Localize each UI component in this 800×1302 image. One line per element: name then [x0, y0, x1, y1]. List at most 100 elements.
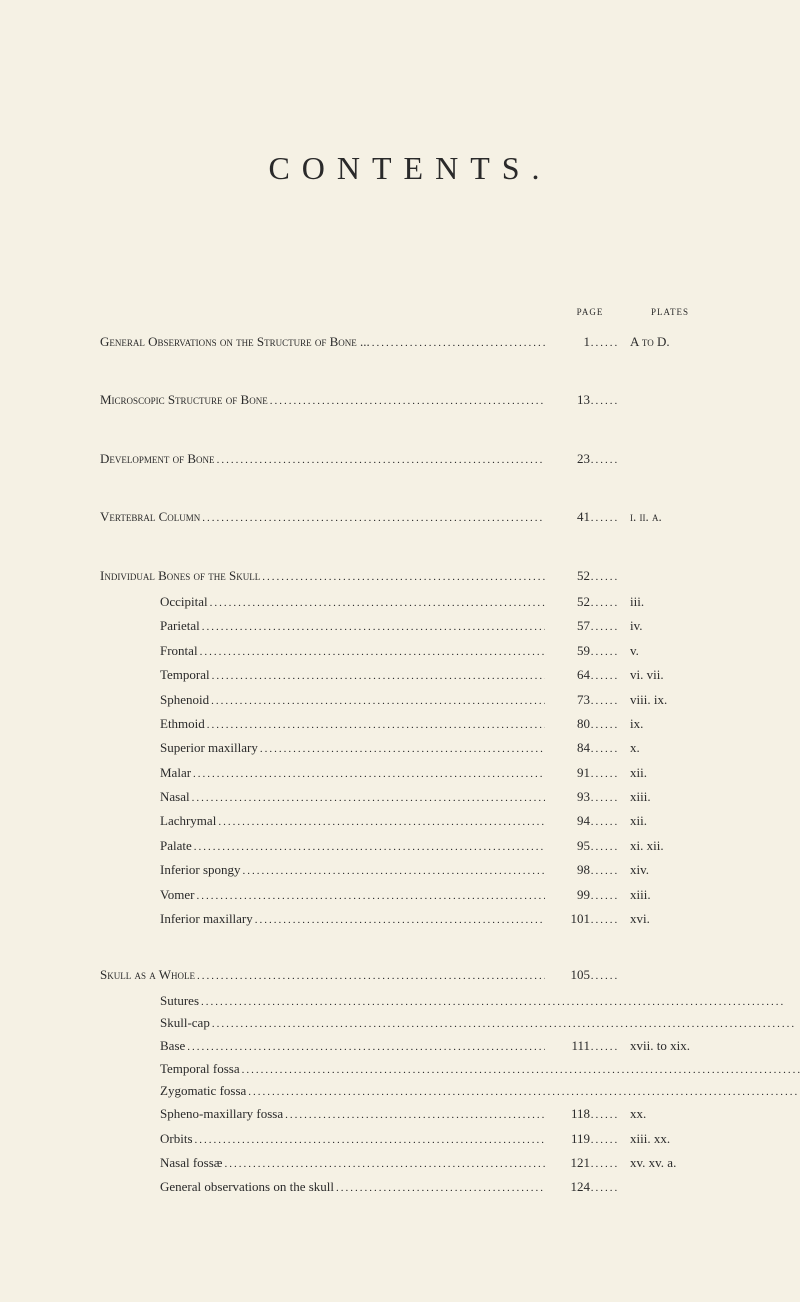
entry-plates: i. ii. a.: [620, 508, 720, 526]
dot-leader: [194, 889, 545, 904]
dot-leader: [205, 718, 545, 733]
dot-leader: [216, 815, 545, 830]
entry-label: Skull as a Whole: [100, 966, 195, 984]
dot-leader: [198, 645, 545, 660]
toc-entry: Vomer99xiii.: [100, 886, 720, 904]
toc-entry: Nasal fossæ121xv. xv. a.: [100, 1154, 720, 1172]
dot-leader: [268, 394, 545, 409]
dot-leader: [590, 889, 620, 904]
dot-leader: [283, 1108, 545, 1123]
entry-plates: xi. xii.: [620, 837, 720, 855]
entry-page: 121: [545, 1154, 590, 1172]
entry-page: 99: [545, 886, 590, 904]
dot-leader: [258, 742, 545, 757]
entry-plates: x.: [620, 739, 720, 757]
dot-leader: [209, 694, 545, 709]
dot-leader: [590, 913, 620, 928]
dot-leader: [195, 969, 545, 984]
entry-label: Development of Bone: [100, 450, 215, 468]
toc-entry: Development of Bone23: [100, 450, 720, 468]
dot-leader: [590, 840, 620, 855]
toc-entry: Palate95xi. xii.: [100, 837, 720, 855]
toc-entry: Individual Bones of the Skull52: [100, 567, 720, 585]
dot-leader: [253, 913, 545, 928]
dot-leader: [590, 620, 620, 635]
dot-leader: [590, 694, 620, 709]
entry-label: Temporal fossa: [160, 1061, 240, 1077]
dot-leader: [192, 840, 545, 855]
toc-entry: Vertebral Column 41 i. ii. a.: [100, 508, 720, 526]
dot-leader: [334, 1181, 545, 1196]
toc-entry: Temporal64vi. vii.: [100, 666, 720, 684]
entry-page: 98: [545, 861, 590, 879]
dot-leader: [185, 1040, 545, 1055]
toc-entry: Lachrymal94xii.: [100, 812, 720, 830]
dot-leader: [590, 596, 620, 611]
dot-leader: [590, 815, 620, 830]
entry-page: 52: [545, 593, 590, 611]
brace-group: Temporal fossa118Zygomatic fossa118}xiv.: [100, 1061, 720, 1105]
entry-page: 105: [545, 966, 590, 984]
toc-entry: Malar91xii.: [100, 764, 720, 782]
toc-entry: Superior maxillary84x.: [100, 739, 720, 757]
toc-entry: Skull as a Whole 105: [100, 966, 720, 984]
dot-leader: [590, 336, 620, 351]
dot-leader: [199, 996, 798, 1008]
section-gap: [100, 418, 720, 434]
dot-leader: [208, 596, 545, 611]
toc-entry: Occipital52iii.: [100, 593, 720, 611]
dot-leader: [191, 767, 545, 782]
entry-label: Parietal: [160, 617, 200, 635]
entry-plates: xv. xv. a.: [620, 1154, 720, 1172]
entry-label: Occipital: [160, 593, 208, 611]
toc-entry: Zygomatic fossa118: [100, 1083, 800, 1099]
entry-page: 118: [545, 1105, 590, 1123]
entry-page: 1: [545, 333, 590, 351]
toc-entry: Sphenoid73viii. ix.: [100, 691, 720, 709]
dot-leader: [590, 1040, 620, 1055]
entry-plates: xiv.: [620, 861, 720, 879]
section-gap: [100, 535, 720, 551]
dot-leader: [241, 864, 545, 879]
dot-leader: [200, 620, 545, 635]
dot-leader: [210, 669, 545, 684]
toc-entry: Microscopic Structure of Bone13: [100, 391, 720, 409]
entry-label: Microscopic Structure of Bone: [100, 391, 268, 409]
entry-plates: ix.: [620, 715, 720, 733]
entry-page: 41: [545, 508, 590, 526]
entry-page: 119: [545, 1130, 590, 1148]
entry-page: 101: [545, 910, 590, 928]
entry-label: Sphenoid: [160, 691, 209, 709]
dot-leader: [240, 1064, 800, 1076]
dot-leader: [222, 1157, 545, 1172]
dot-leader: [590, 394, 620, 409]
dot-leader: [590, 645, 620, 660]
entry-label: General Observations on the Structure of…: [100, 333, 370, 351]
toc-entries: General Observations on the Structure of…: [100, 333, 720, 1197]
entry-plates: xx.: [620, 1105, 720, 1123]
entry-page: 91: [545, 764, 590, 782]
toc-entry: General Observations on the Structure of…: [100, 333, 720, 351]
dot-leader: [590, 969, 620, 984]
toc-entry: Ethmoid 80 ix.: [100, 715, 720, 733]
toc-entry: Inferior maxillary101xvi.: [100, 910, 720, 928]
dot-leader: [215, 453, 545, 468]
toc-entry: Skull-cap108: [100, 1015, 800, 1031]
entry-page: 73: [545, 691, 590, 709]
dot-leader: [246, 1086, 800, 1098]
entry-label: Malar: [160, 764, 191, 782]
entry-page: 80: [545, 715, 590, 733]
brace-left: Sutures106Skull-cap108: [100, 993, 800, 1037]
toc-entry: Base111xvii. to xix.: [100, 1037, 720, 1055]
entry-page: 59: [545, 642, 590, 660]
entry-page: 52: [545, 567, 590, 585]
entry-plates: xvi.: [620, 910, 720, 928]
entry-page: 124: [545, 1178, 590, 1196]
entry-label: Ethmoid: [160, 715, 205, 733]
toc-entry: Frontal59v.: [100, 642, 720, 660]
dot-leader: [200, 511, 545, 526]
entry-label: Skull-cap: [160, 1015, 210, 1031]
dot-leader: [260, 570, 545, 585]
dot-leader: [590, 864, 620, 879]
entry-label: Vertebral Column: [100, 508, 200, 526]
